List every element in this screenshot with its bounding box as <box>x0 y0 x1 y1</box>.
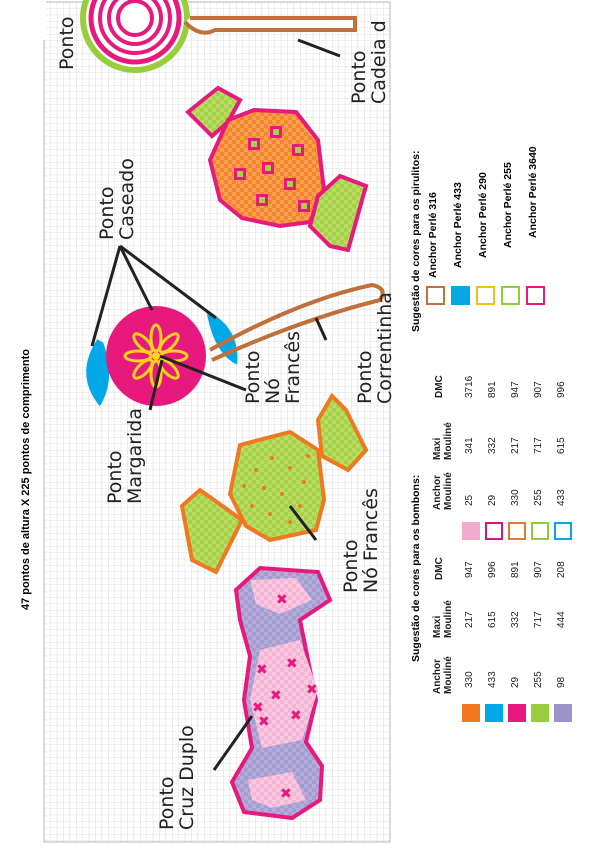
label-margarida: Ponto Margarida <box>104 407 146 504</box>
maxi-value: 444 <box>556 611 567 628</box>
bombons-right-hdr-maxi: Maxi Mouliné <box>432 422 454 460</box>
anchor-value: 330 <box>510 489 521 506</box>
svg-text:✖: ✖ <box>252 700 264 716</box>
label-caseado: Ponto Caseado <box>96 158 138 240</box>
anchor-value: 255 <box>533 489 544 506</box>
bombons-left-hdr-anchor: Anchor Mouliné <box>432 656 454 694</box>
label-no-frances-center: Ponto Nó Francês <box>242 330 304 404</box>
dmc-value: 907 <box>533 381 544 398</box>
dmc-value: 996 <box>487 561 498 578</box>
svg-text:✖: ✖ <box>306 682 318 698</box>
maxi-value: 332 <box>510 611 521 628</box>
perle-label: Anchor Perlé 290 <box>477 172 489 258</box>
perle-label: Anchor Perlé 316 <box>427 192 439 278</box>
dmc-value: 208 <box>556 561 567 578</box>
maxi-value: 615 <box>556 437 567 454</box>
maxi-value: 717 <box>533 611 544 628</box>
bombons-title: Sugestão de cores para os bombons: <box>410 474 422 662</box>
color-swatch <box>508 522 526 540</box>
color-swatch <box>485 704 503 722</box>
daisy-lollipop <box>84 282 385 410</box>
bombons-right-hdr-anchor: Anchor Mouliné <box>432 472 454 510</box>
svg-text:✖: ✖ <box>290 708 302 724</box>
svg-text:✖: ✖ <box>258 714 270 730</box>
color-swatch <box>508 704 526 722</box>
color-swatch <box>501 286 520 305</box>
dmc-value: 947 <box>464 561 475 578</box>
page-header: 47 pontos de altura X 225 pontos de comp… <box>20 349 32 610</box>
anchor-value: 29 <box>510 676 521 688</box>
perle-label: Anchor Perlé 3640 <box>527 146 539 238</box>
svg-text:✖: ✖ <box>276 592 288 608</box>
orange-candy <box>185 85 369 253</box>
color-swatch <box>462 522 480 540</box>
maxi-value: 217 <box>464 611 475 628</box>
maxi-value: 341 <box>464 437 475 454</box>
dmc-value: 891 <box>510 561 521 578</box>
dmc-value: 907 <box>533 561 544 578</box>
dmc-value: 3716 <box>464 375 475 398</box>
anchor-value: 433 <box>556 489 567 506</box>
dmc-value: 891 <box>487 381 498 398</box>
color-swatch <box>451 286 470 305</box>
maxi-value: 217 <box>510 437 521 454</box>
perle-label: Anchor Perlé 255 <box>502 162 514 248</box>
dmc-value: 996 <box>556 381 567 398</box>
green-candy <box>179 392 369 575</box>
bombons-left-hdr-dmc: DMC <box>434 557 445 580</box>
anchor-value: 255 <box>533 671 544 688</box>
label-ponto-cut: Ponto <box>56 16 78 70</box>
anchor-value: 25 <box>464 494 475 506</box>
perle-label: Anchor Perlé 433 <box>452 182 464 268</box>
label-cadeia: Ponto Cadeia d <box>348 20 390 104</box>
svg-text:✖: ✖ <box>270 688 282 704</box>
anchor-value: 98 <box>556 676 567 688</box>
color-swatch <box>554 704 572 722</box>
anchor-value: 330 <box>464 671 475 688</box>
pirulitos-title: Sugestão de cores para os pirulitos: <box>410 150 422 332</box>
maxi-value: 332 <box>487 437 498 454</box>
partial-chain-stick <box>183 16 357 35</box>
leader-lines <box>90 38 341 771</box>
label-correntinha: Ponto Correntinha <box>354 292 396 404</box>
color-swatch <box>462 704 480 722</box>
color-swatch <box>426 286 445 305</box>
color-swatch <box>485 522 503 540</box>
color-swatch <box>531 522 549 540</box>
label-no-frances-green: Ponto Nó Francês <box>340 488 382 593</box>
color-swatch <box>526 286 545 305</box>
bombons-left-hdr-maxi: Maxi Mouliné <box>432 600 454 638</box>
label-cruz-duplo: Ponto Cruz Duplo <box>156 725 198 830</box>
color-swatch <box>476 286 495 305</box>
bombons-right-hdr-dmc: DMC <box>434 375 445 398</box>
anchor-value: 29 <box>487 494 498 506</box>
partial-lollipop <box>40 0 190 73</box>
maxi-value: 717 <box>533 437 544 454</box>
color-swatch <box>531 704 549 722</box>
svg-text:✖: ✖ <box>280 786 292 802</box>
anchor-value: 433 <box>487 671 498 688</box>
svg-text:✖: ✖ <box>286 656 298 672</box>
dmc-value: 947 <box>510 381 521 398</box>
pink-bonbon: ✖✖ ✖ ✖✖✖ ✖✖✖ <box>229 565 333 821</box>
color-swatch <box>554 522 572 540</box>
maxi-value: 615 <box>487 611 498 628</box>
svg-text:✖: ✖ <box>256 662 268 678</box>
